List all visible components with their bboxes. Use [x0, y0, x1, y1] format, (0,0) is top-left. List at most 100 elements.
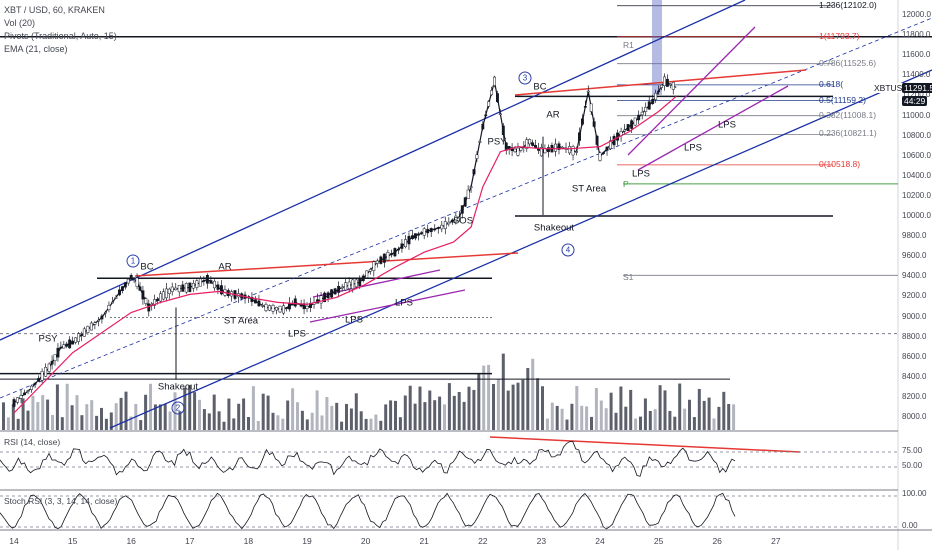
- volume-bar: [85, 404, 89, 430]
- volume-bar: [653, 409, 657, 430]
- volume-bar: [198, 399, 201, 430]
- volume-bar: [678, 383, 682, 430]
- volume-bar: [345, 403, 348, 430]
- candle-body: [253, 299, 257, 304]
- volume-bar: [374, 414, 378, 430]
- y-tick-label: 12000.0: [902, 10, 931, 19]
- y-tick-label: 8200.0: [902, 391, 927, 401]
- candle-body: [50, 360, 54, 365]
- volume-bar: [707, 397, 711, 430]
- candle-body: [285, 307, 288, 309]
- candle-body: [82, 328, 86, 337]
- y-tick-label: 10600.0: [902, 150, 931, 160]
- candle-body: [647, 101, 651, 110]
- ema-label[interactable]: EMA (21, close): [4, 44, 68, 54]
- fib-label: 0.5(11159.2): [819, 94, 866, 105]
- x-tick-label: 22: [478, 536, 488, 546]
- psy-right-label: PSY: [487, 136, 507, 148]
- lps-left-2-label: LPS: [345, 314, 363, 326]
- volume-bar: [26, 410, 30, 430]
- volume-bar: [55, 384, 59, 430]
- volume-bar: [590, 416, 593, 430]
- y-tick-label: 9600.0: [902, 251, 927, 261]
- pivots-label[interactable]: Pivots (Traditional, Auto, 15): [4, 31, 117, 41]
- volume-bar: [222, 421, 226, 430]
- candle-body: [209, 280, 213, 284]
- pane-tick-label: 50.00: [902, 461, 923, 470]
- volume-bar: [188, 384, 192, 430]
- candle-body: [347, 281, 351, 289]
- candle-body: [368, 269, 372, 272]
- candle-body: [282, 305, 286, 314]
- x-tick-label: 19: [302, 536, 312, 546]
- candle-body: [71, 340, 75, 345]
- candle-body: [271, 304, 275, 312]
- volume-bar: [124, 391, 128, 430]
- candle-body: [668, 83, 672, 86]
- candle-body: [396, 248, 400, 251]
- candle-body: [114, 297, 118, 299]
- candle-body: [159, 293, 162, 302]
- candle-body: [93, 322, 97, 325]
- candle-body: [580, 118, 584, 125]
- candle-body: [450, 219, 454, 223]
- volume-bar: [80, 415, 84, 430]
- vertical-highlight: [652, 0, 662, 95]
- stoch-label[interactable]: Stoch RSI (3, 3, 14, 14, close): [4, 496, 118, 506]
- candle-body: [278, 305, 282, 313]
- candle-body: [290, 303, 294, 306]
- volume-bar: [472, 389, 476, 430]
- volume-bar: [457, 391, 461, 430]
- x-tick-label: 18: [243, 536, 254, 546]
- volume-bar: [545, 418, 549, 430]
- candle-body: [460, 205, 464, 214]
- candle-body: [443, 221, 447, 229]
- candle-body: [623, 129, 627, 132]
- volume-bar: [599, 400, 603, 430]
- vol-label[interactable]: Vol (20): [4, 18, 36, 28]
- volume-bar: [237, 403, 241, 430]
- volume-bar: [100, 407, 103, 430]
- pivot-r1: R1: [623, 40, 634, 50]
- candle-body: [132, 279, 136, 282]
- volume-bars: [2, 353, 736, 430]
- volume-bar: [330, 405, 334, 430]
- pane-tick-label: 100.00: [902, 489, 927, 498]
- lps-right-1-label: LPS: [632, 168, 650, 180]
- volume-bar: [462, 401, 466, 430]
- candle-body: [65, 343, 69, 347]
- volume-bar: [585, 406, 589, 430]
- pane-tick-label: 75.00: [902, 446, 923, 455]
- candle-body: [519, 147, 523, 151]
- price-series: [12, 73, 677, 414]
- candle-body: [487, 101, 491, 107]
- volume-bar: [712, 418, 716, 430]
- countdown-tag: 44:29: [902, 96, 928, 106]
- candle-body: [59, 346, 63, 349]
- candle-body: [138, 286, 142, 291]
- candle-body: [340, 286, 344, 289]
- candle-body: [212, 280, 216, 289]
- resistance-right: [514, 69, 807, 96]
- volume-bar: [286, 400, 290, 430]
- volume-bar: [2, 402, 5, 430]
- stoch-line: [0, 492, 736, 530]
- volume-bar: [496, 379, 500, 430]
- volume-bar: [727, 404, 731, 430]
- wave-3-marker: 3: [518, 71, 532, 85]
- y-tick-label: 10800.0: [902, 130, 931, 140]
- candle-body: [389, 253, 393, 256]
- rsi-label[interactable]: RSI (14, close): [4, 437, 61, 447]
- candle-body: [513, 148, 517, 153]
- volume-bar: [501, 353, 505, 430]
- st-area-right-label: ST Area: [571, 183, 607, 195]
- candle-body: [501, 125, 505, 135]
- candle-body: [19, 395, 23, 399]
- volume-bar: [193, 392, 197, 430]
- fib-label: 0.236(10821.1): [819, 128, 877, 139]
- candle-body: [546, 147, 550, 153]
- symbol-tag: XBTUSD: [872, 83, 911, 93]
- volume-bar: [467, 386, 471, 430]
- volume-bar: [354, 393, 358, 430]
